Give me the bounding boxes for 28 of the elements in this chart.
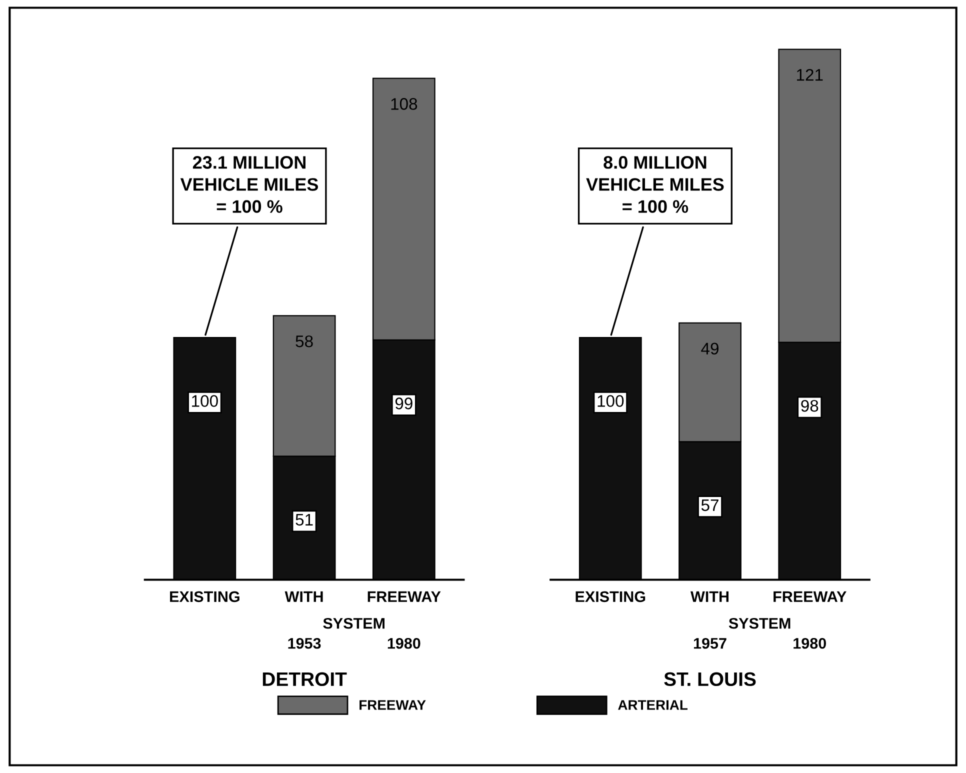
- text: 1980: [388, 638, 420, 649]
- x-axis-title: ST. LOUIS: [664, 672, 756, 686]
- text: 1957: [694, 638, 726, 649]
- data-label: 100: [598, 395, 624, 407]
- annotation: 8.0 MILLION VEHICLE MILES = 100 %: [586, 156, 724, 213]
- data-label: 98: [801, 400, 818, 412]
- x-tick-label: WITH: [690, 591, 728, 602]
- data-label: 49: [701, 342, 718, 355]
- x-tick-label: EXISTING: [170, 591, 240, 602]
- text: 1953: [288, 638, 321, 649]
- x-tick-label: EXISTING: [576, 591, 646, 602]
- data-label: 58: [296, 335, 313, 348]
- text: SYSTEM: [323, 618, 384, 629]
- text: SYSTEM: [728, 618, 790, 629]
- data-label: 121: [796, 68, 823, 81]
- annotation: 23.1 MILLION VEHICLE MILES = 100 %: [180, 156, 318, 213]
- x-tick-label: WITH: [284, 591, 323, 602]
- data-label: 99: [395, 398, 412, 410]
- legend-label: ARTERIAL: [618, 700, 688, 710]
- x-tick-label: FREEWAY: [774, 591, 846, 602]
- data-label: 100: [192, 395, 218, 407]
- data-label: 108: [391, 98, 418, 110]
- x-tick-label: FREEWAY: [368, 591, 441, 602]
- text: 1980: [794, 638, 826, 649]
- data-label: 51: [296, 514, 313, 526]
- data-label: 57: [701, 499, 718, 512]
- legend-label: FREEWAY: [360, 700, 426, 710]
- x-axis-title: DETROIT: [262, 672, 347, 686]
